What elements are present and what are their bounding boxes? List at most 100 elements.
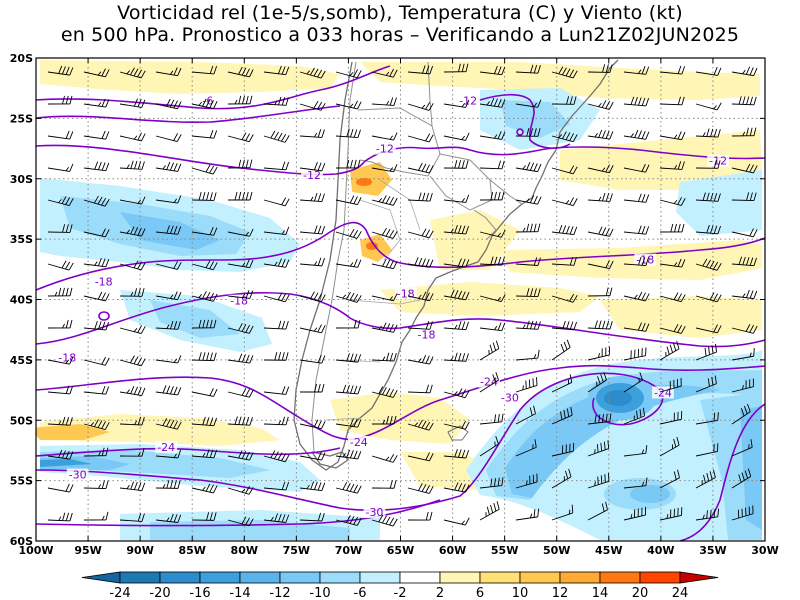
lon-label: 30W [751,544,778,557]
wind-barb [623,372,643,393]
wind-barb [731,378,754,393]
wind-barb [479,372,499,393]
wind-barb [515,128,541,137]
lat-label: 40S [10,294,33,307]
lat-label: 25S [10,112,33,125]
wind-barb [695,343,717,361]
contour-label: -30 [501,391,519,404]
colorbar-segment [479,571,521,584]
wind-barb [263,226,290,236]
wind-barb [371,195,398,206]
wind-barb [83,68,110,78]
contour-label-bg [347,435,370,448]
wind-barb [227,353,254,364]
colorbar-segment [639,571,681,584]
contour-label-bg [707,154,730,167]
wind-barb [47,65,74,76]
wind-barb [479,340,500,361]
contour-small-loop-2 [516,128,524,136]
frame-ticks [35,57,766,542]
wind-barb [695,412,719,425]
contour-minus24 [36,364,765,441]
contour-minus36 [679,403,765,541]
wind-barb [695,469,716,489]
contour-label: -12 [303,169,321,182]
lon-label: 55W [491,544,518,557]
wind-barb [731,347,755,361]
wind-barb [227,132,254,143]
wind-barb [155,385,182,396]
wind-barb [659,96,685,106]
wind-barb [551,339,571,361]
wind-barb [659,507,683,521]
wind-barb [659,411,683,425]
contour-minus12-north [479,93,571,149]
colorbar-segment [599,571,641,584]
wind-barb [155,98,182,110]
wind-barb [551,224,578,236]
wind-barb [731,256,757,267]
wind-barb [227,228,254,237]
contour-label: -24 [480,376,498,389]
wind-barb [479,477,504,489]
wind-barb [623,129,650,140]
wind-barb [551,504,574,521]
wind-barb [515,162,542,173]
contour-label-bg [92,275,115,288]
temperature-contours [36,65,765,541]
wind-barb [335,418,362,428]
wind-barb [551,96,577,105]
wind-barb [371,97,397,106]
map-title: Vorticidad rel (1e-5/s,somb), Temperatur… [0,2,800,46]
wind-barb [407,133,434,143]
colorbar-label: -24 [109,586,130,600]
wind-barb [47,416,73,426]
wind-barb [119,288,145,297]
wind-barb [191,260,218,271]
contour-minus30 [36,372,664,512]
wind-barb [479,413,504,425]
wind-barb [119,513,145,522]
wind-barb [659,223,685,233]
wind-barb [335,449,362,460]
wind-barb [443,352,469,362]
wind-barb [155,449,182,459]
wind-barb [83,356,110,366]
wind-barb [659,324,686,334]
lon-label: 70W [335,544,362,557]
wind-barb [299,257,326,267]
wind-barb [119,481,146,492]
wind-barb [551,320,577,331]
wind-barb [335,159,361,169]
wind-barb [371,322,398,333]
wind-barb [155,320,181,330]
wind-barb [299,383,325,393]
wind-barb [47,512,73,522]
colorbar-segment [159,571,201,584]
wind-barb [119,260,146,271]
wind-barb [623,66,650,75]
wind-barb [371,453,398,463]
wind-barb [335,258,362,268]
contour-label-bg [634,253,657,266]
contour-minus30-south [36,499,441,527]
wind-barb [587,260,614,269]
wind-barb [407,291,434,302]
wind-barb [47,224,73,233]
colorbar-segment [239,571,281,584]
contour-minus6-b [36,105,341,124]
wind-barb [371,293,398,302]
contour-label: -24 [157,441,175,454]
wind-barb [47,260,74,271]
wind-barb [551,374,573,393]
wind-barb [731,324,758,334]
wind-barb [227,450,254,461]
colorbar-label: 20 [632,586,649,600]
wind-barb [731,505,754,521]
wind-barb [155,133,182,142]
wind-barb [587,320,613,330]
lat-label: 35S [10,233,33,246]
wind-barb [83,321,110,331]
wind-barb [263,258,290,268]
